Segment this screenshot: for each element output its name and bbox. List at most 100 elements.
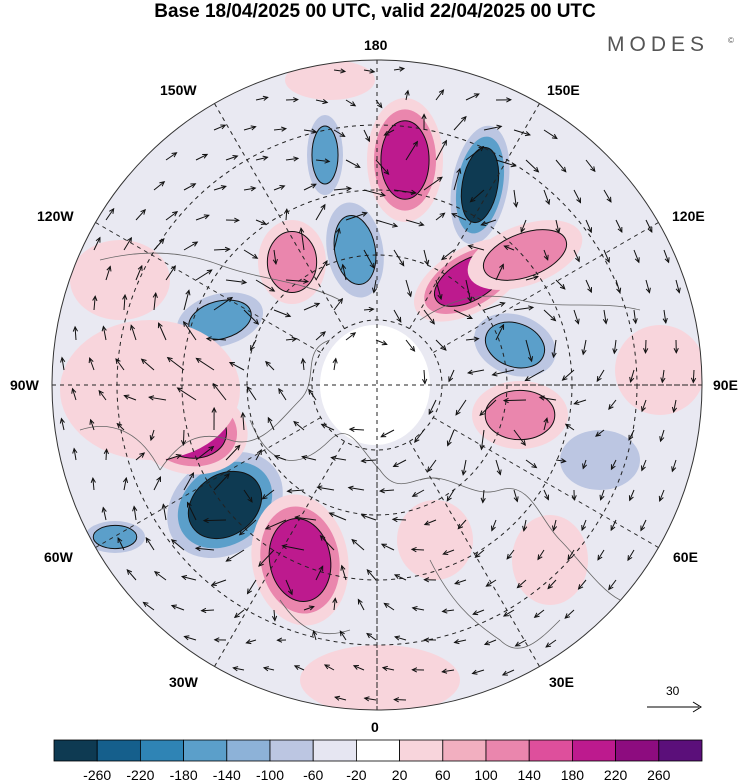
- wind-arrow: [71, 387, 77, 401]
- wind-arrow: [633, 249, 640, 264]
- wind-arrow: [105, 207, 115, 221]
- coastline: [419, 295, 641, 321]
- wind-arrow: [186, 501, 197, 521]
- wind-arrow: [628, 429, 635, 441]
- wind-arrow: [503, 245, 515, 251]
- wind-arrow: [366, 569, 377, 581]
- wind-arrow: [435, 279, 443, 301]
- wind-arrow: [363, 129, 370, 143]
- colorbar-box: [139, 739, 184, 762]
- wind-arrow: [180, 429, 187, 447]
- wind-arrow: [195, 214, 210, 221]
- wind-arrow: [122, 293, 128, 311]
- anomaly-contour: [484, 389, 556, 441]
- wind-arrow: [467, 244, 485, 251]
- wind-arrow: [663, 249, 670, 264]
- colorbar-tick-label: 20: [392, 767, 408, 783]
- wind-arrow: [660, 369, 666, 384]
- wind-arrow: [243, 125, 257, 131]
- wind-arrow: [533, 609, 545, 619]
- wind-arrow: [328, 512, 347, 521]
- wind-arrow: [153, 238, 165, 251]
- meridian-line: [95, 417, 321, 548]
- wind-arrow: [246, 579, 257, 595]
- wind-arrow: [442, 549, 455, 556]
- wind-arrow: [105, 265, 112, 281]
- wind-arrow: [101, 506, 107, 521]
- wind-arrow: [465, 145, 485, 161]
- wind-arrow: [294, 515, 317, 521]
- wind-arrow: [551, 519, 558, 532]
- wind-arrow: [441, 608, 455, 614]
- wind-arrow: [525, 339, 534, 363]
- wind-arrow: [597, 549, 605, 561]
- wind-arrow: [383, 129, 395, 136]
- wind-arrow: [262, 666, 275, 672]
- wind-arrow: [303, 605, 315, 611]
- wind-arrow: [225, 217, 240, 223]
- wind-arrow: [316, 485, 335, 491]
- wind-arrow: [205, 336, 227, 342]
- wind-arrow: [126, 569, 137, 581]
- wind-arrow: [610, 519, 617, 532]
- coastline: [429, 559, 561, 649]
- colorbar-box: [226, 739, 271, 762]
- anomaly-contour: [266, 231, 318, 293]
- wind-arrow: [130, 324, 137, 341]
- wind-arrow: [360, 458, 377, 464]
- wind-arrow: [90, 477, 96, 491]
- wind-arrow: [603, 249, 610, 264]
- wind-arrow: [300, 357, 306, 371]
- meridian-line: [433, 222, 659, 353]
- wind-arrow: [495, 159, 517, 168]
- colorbar-box: [53, 739, 98, 762]
- wind-arrow: [543, 189, 551, 206]
- wind-arrow: [440, 249, 455, 261]
- colorbar-box: [658, 739, 703, 762]
- wind-arrow: [319, 534, 335, 551]
- wind-arrow: [115, 358, 125, 371]
- wind-arrow: [435, 139, 447, 161]
- wind-arrow: [383, 602, 395, 611]
- wind-arrow: [547, 579, 557, 590]
- wind-arrow: [603, 189, 612, 203]
- wind-arrow: [271, 609, 278, 622]
- wind-arrow: [363, 68, 376, 74]
- wind-arrow: [516, 579, 527, 589]
- wind-arrow: [585, 279, 593, 294]
- wind-arrow: [89, 418, 95, 431]
- wind-arrow: [466, 369, 485, 375]
- wind-arrow: [283, 208, 290, 221]
- wind-arrow: [513, 305, 535, 311]
- wind-arrow: [233, 609, 245, 619]
- modes-logo: MODES: [607, 33, 710, 56]
- wind-arrow: [608, 399, 617, 410]
- wind-arrow: [176, 387, 197, 401]
- wind-arrow: [363, 696, 377, 702]
- lon-label-120w: 120W: [37, 208, 74, 224]
- wind-arrow: [595, 429, 605, 437]
- wind-arrow: [645, 219, 653, 233]
- wind-arrow: [471, 669, 485, 675]
- wind-arrow: [345, 99, 357, 107]
- anomaly-contour: [285, 60, 375, 100]
- wind-arrow: [453, 115, 467, 131]
- anomaly-contour: [484, 321, 546, 369]
- wind-arrow: [273, 309, 292, 318]
- wind-arrow: [183, 241, 199, 251]
- wind-arrow: [345, 159, 361, 168]
- anomaly-contour: [311, 125, 339, 185]
- wind-arrow: [545, 639, 557, 648]
- colorbar-tick-labels: -260 -220 -180 -140 -100 -60 -20 20 60 100 140 180 2…: [83, 767, 671, 783]
- wind-arrow: [608, 579, 617, 591]
- wind-arrow: [101, 325, 107, 341]
- wind-arrow: [135, 264, 143, 281]
- wind-arrow: [525, 275, 540, 281]
- wind-arrow: [659, 429, 665, 443]
- wind-arrow: [246, 385, 257, 401]
- wind-arrow: [393, 309, 402, 323]
- wind-arrow: [347, 485, 365, 491]
- wind-arrow: [555, 219, 561, 234]
- wind-arrow: [315, 98, 329, 105]
- wind-arrow: [573, 399, 587, 405]
